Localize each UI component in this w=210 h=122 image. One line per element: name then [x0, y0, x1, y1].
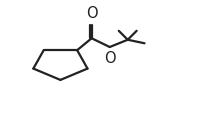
Text: O: O [104, 51, 116, 66]
Text: O: O [86, 6, 97, 21]
